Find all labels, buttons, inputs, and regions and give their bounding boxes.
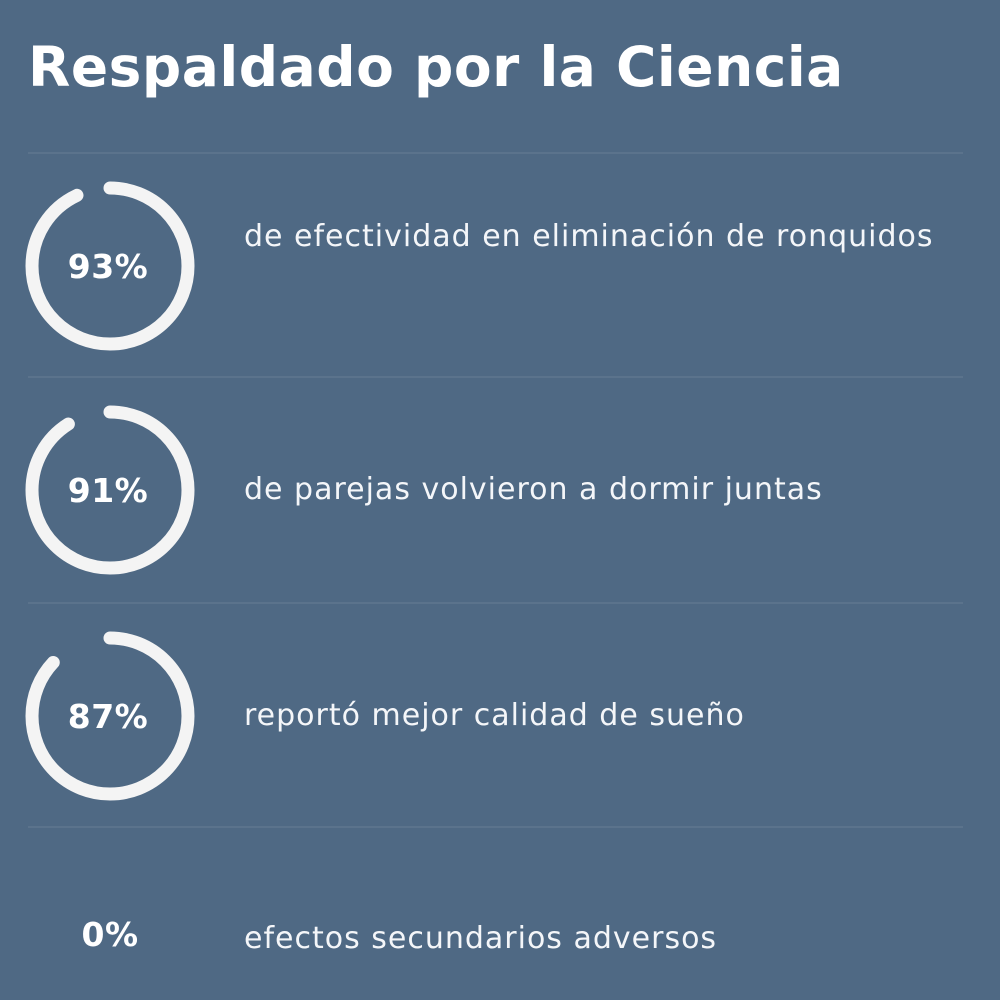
stat-description: de efectividad en eliminación de ronquid… bbox=[244, 219, 934, 254]
progress-ring-graphic bbox=[25, 405, 195, 575]
progress-ring-graphic bbox=[25, 631, 195, 801]
stat-value: 87% bbox=[67, 696, 149, 736]
stat-description: efectos secundarios adversos bbox=[244, 921, 718, 956]
stat-description: reportó mejor calidad de sueño bbox=[244, 698, 745, 733]
stat-description: de parejas volvieron a dormir juntas bbox=[244, 472, 823, 507]
stat-row-couples: 91% de parejas volvieron a dormir juntas bbox=[0, 402, 1000, 578]
page-title: Respaldado por la Ciencia bbox=[28, 35, 844, 99]
progress-ring: 87% bbox=[22, 628, 198, 804]
stat-value: 93% bbox=[67, 246, 149, 286]
progress-ring: 93% bbox=[22, 178, 198, 354]
progress-ring-graphic bbox=[25, 181, 195, 351]
stat-row-side-effects: 0% efectos secundarios adversos bbox=[0, 910, 1000, 970]
progress-ring-arc bbox=[25, 181, 195, 351]
divider bbox=[28, 152, 963, 154]
progress-ring-arc bbox=[25, 405, 195, 575]
stat-row-sleep-quality: 87% reportó mejor calidad de sueño bbox=[0, 628, 1000, 804]
divider bbox=[28, 602, 963, 604]
progress-ring-arc bbox=[25, 631, 195, 801]
stat-row-effectiveness: 93% de efectividad en eliminación de ron… bbox=[0, 178, 1000, 354]
stat-value: 91% bbox=[67, 470, 149, 510]
stat-value: 0% bbox=[81, 915, 139, 954]
divider bbox=[28, 376, 963, 378]
progress-ring: 91% bbox=[22, 402, 198, 578]
divider bbox=[28, 826, 963, 828]
